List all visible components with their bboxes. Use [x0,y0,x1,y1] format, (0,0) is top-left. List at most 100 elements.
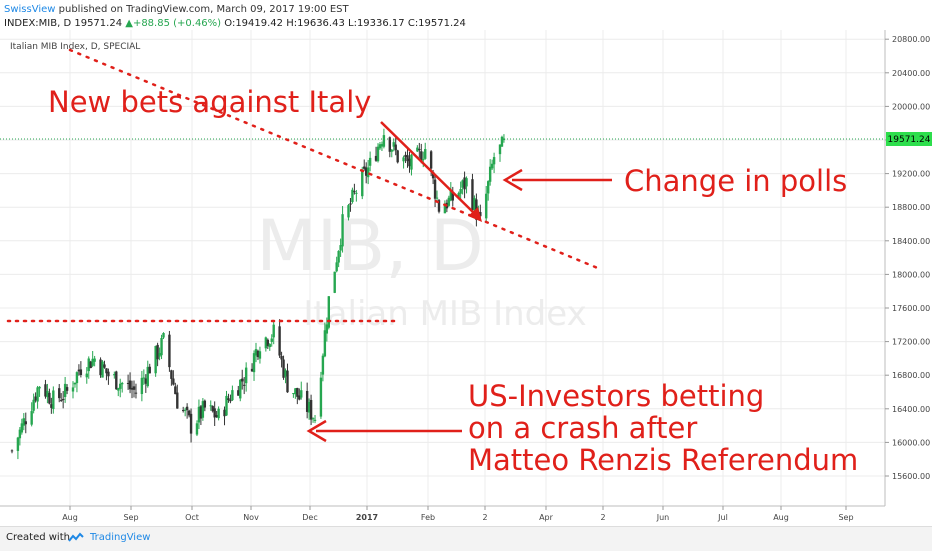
down-arrow-line [380,121,477,216]
candle-body [325,324,329,334]
candle-body [174,386,177,395]
price-chart[interactable]: MIB, D Italian MIB Index Italian MIB Ind… [0,30,932,526]
candle-body [170,370,173,379]
candle-body [473,198,476,210]
candle-body [431,171,435,179]
candle-body [38,386,41,389]
annotation-referendum: Matteo Renzis Referendum [468,443,858,477]
candle-body [156,344,159,360]
candle-body [189,413,193,434]
candle-body [48,392,51,404]
x-tick-label: Sep [838,513,853,522]
y-tick-label: 17200.00 [892,338,930,347]
annotation-crash: on a crash after [468,411,697,445]
candle-body [119,383,122,389]
candle-body [294,388,297,395]
candle-body [410,154,413,170]
candle-body [154,345,157,374]
candle-body [351,189,354,203]
candle-body [418,149,421,151]
candle-body [239,379,242,399]
candle-body [213,408,216,418]
y-tick-label: 16400.00 [892,405,930,414]
y-tick-label: 18800.00 [892,203,930,212]
candle-body [18,429,22,439]
ohlc-values: O:19419.42 H:19636.43 L:19336.17 C:19571… [221,18,466,29]
candle-body [172,378,175,385]
candle-body [181,410,185,412]
last-price-label: 19571.24 [888,135,931,145]
symbol-header: INDEX:MIB, D 19571.24 ▲+88.85 (+0.46%) O… [4,18,466,29]
polls-arrow-head [502,168,523,192]
candle-body [404,154,407,157]
candle-body [99,359,102,376]
x-tick-label: Nov [243,513,259,522]
candle-body [363,166,366,169]
candle-body [46,390,49,398]
candle-body [313,419,317,421]
candle-body [296,387,299,397]
candle-body [327,296,331,328]
candle-body [406,155,409,162]
candle-body [75,372,79,384]
x-tick-label: Feb [421,513,435,522]
candle-body [429,151,433,169]
candle-body [103,364,106,368]
candle-body [388,137,392,152]
candle-body [211,406,214,412]
trend-dotted-line [68,48,602,271]
candle-body [44,384,47,397]
candle-body [120,382,124,385]
candle-body [199,406,203,419]
candle-body [256,350,260,358]
candle-body [36,387,39,402]
author-link[interactable]: SwissView [4,4,56,15]
candle-body [339,245,342,251]
candle-body [335,262,338,272]
candle-body [140,377,144,395]
candle-body [337,250,340,263]
annotation-polls: Change in polls [624,164,847,198]
y-axis[interactable]: 15600.00 16000.00 16400.00 16800.00 17200.00… [885,35,930,481]
candle-body [286,370,289,393]
candle-body [471,179,474,211]
candle-body [148,366,151,374]
x-tick-label: 2 [600,513,605,522]
candle-body [91,358,94,366]
tradingview-logo-icon[interactable] [68,531,84,545]
candle-body [463,177,466,190]
candle-body [319,377,323,417]
candle-body [241,378,244,382]
tradingview-link[interactable]: TradingView [90,532,151,543]
candle-body [22,418,26,426]
watermark-name: Italian MIB Index [303,294,586,334]
candle-body [323,330,327,357]
candle-body [183,409,187,411]
crash-arrow-head [306,419,327,443]
candle-body [89,361,92,369]
candle-body [353,191,356,193]
candle-body [101,361,104,378]
candle-body [488,166,492,182]
candle-body [30,411,33,425]
candle-body [433,179,437,199]
candle-body [203,400,207,408]
chart-area[interactable]: MIB, D Italian MIB Index Italian MIB Ind… [0,30,932,526]
x-tick-label: Aug [773,513,789,522]
candle-body [126,382,130,384]
candle-body [449,189,453,201]
publish-info: published on TradingView.com, March 09, … [55,4,349,15]
candle-body [79,369,83,375]
candle-body [34,396,37,401]
candle-body [492,157,496,165]
candle-body [321,355,325,375]
candle-body [176,392,179,409]
candle-body [162,332,165,338]
candle-body [185,406,189,410]
candle-body [347,205,350,218]
x-axis[interactable]: Aug Sep Oct Nov Dec 2017 Feb 2 Apr 2 Jun Jul Aug Sep [62,506,854,522]
candle-body [270,338,273,342]
x-tick-label: Aug [62,513,78,522]
created-with-label: Created with [6,532,70,543]
x-tick-label: 2 [482,513,487,522]
